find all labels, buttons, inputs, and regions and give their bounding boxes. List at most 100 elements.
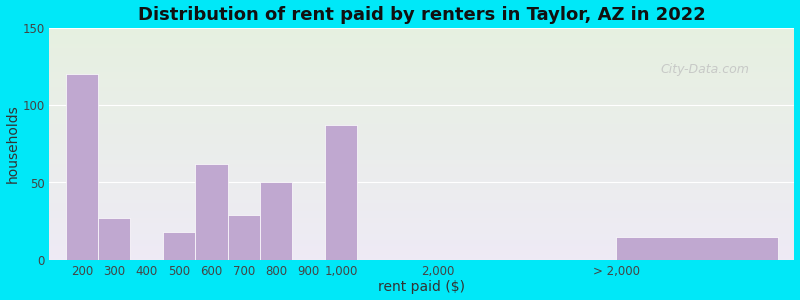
Bar <box>50 176 794 178</box>
Bar <box>50 42 794 44</box>
Bar <box>50 35 794 37</box>
Bar <box>325 125 357 260</box>
Bar <box>50 253 794 255</box>
Bar <box>50 128 794 130</box>
Bar <box>50 151 794 153</box>
Bar <box>50 109 794 111</box>
Bar <box>50 225 794 227</box>
Bar <box>50 76 794 79</box>
Bar <box>50 114 794 116</box>
Bar <box>50 51 794 53</box>
Bar <box>50 135 794 137</box>
Bar <box>50 104 794 107</box>
Bar <box>50 60 794 63</box>
Bar <box>50 65 794 67</box>
Bar <box>98 218 130 260</box>
Bar <box>50 193 794 195</box>
Bar <box>50 79 794 81</box>
Bar <box>50 174 794 176</box>
Bar <box>50 255 794 257</box>
Bar <box>50 181 794 183</box>
Bar <box>50 28 794 30</box>
Bar <box>50 37 794 40</box>
Bar <box>260 182 292 260</box>
Bar <box>50 30 794 32</box>
Bar <box>50 91 794 93</box>
Bar <box>50 63 794 65</box>
Bar <box>50 72 794 74</box>
Bar <box>50 216 794 218</box>
Bar <box>50 202 794 204</box>
Bar <box>50 153 794 155</box>
Bar <box>50 178 794 181</box>
Bar <box>50 142 794 144</box>
Bar <box>50 169 794 172</box>
Bar <box>50 213 794 216</box>
Bar <box>195 164 227 260</box>
Bar <box>50 220 794 223</box>
Bar <box>50 100 794 102</box>
Bar <box>66 74 98 260</box>
Y-axis label: households: households <box>6 104 19 183</box>
Bar <box>50 237 794 239</box>
Bar <box>227 215 260 260</box>
Bar <box>50 165 794 167</box>
Bar <box>50 227 794 230</box>
Bar <box>50 93 794 95</box>
Bar <box>50 70 794 72</box>
Bar <box>50 241 794 244</box>
Bar <box>50 111 794 114</box>
Bar <box>50 195 794 197</box>
Bar <box>50 146 794 148</box>
Bar <box>50 158 794 160</box>
Bar <box>50 257 794 260</box>
Bar <box>50 116 794 118</box>
Bar <box>50 218 794 220</box>
Bar <box>50 88 794 91</box>
Bar <box>50 40 794 42</box>
Bar <box>163 232 195 260</box>
Bar <box>50 183 794 186</box>
Bar <box>50 130 794 132</box>
Bar <box>50 32 794 35</box>
Bar <box>50 81 794 83</box>
Bar <box>50 74 794 77</box>
Bar <box>50 118 794 121</box>
Bar <box>50 49 794 51</box>
Bar <box>50 248 794 250</box>
Bar <box>50 107 794 109</box>
Bar <box>50 246 794 248</box>
Bar <box>50 132 794 135</box>
Bar <box>50 209 794 211</box>
Bar <box>50 162 794 165</box>
Bar <box>50 250 794 253</box>
Bar <box>50 58 794 60</box>
Bar <box>50 148 794 151</box>
Bar <box>50 186 794 188</box>
Bar <box>50 230 794 232</box>
Bar <box>50 144 794 146</box>
Bar <box>50 190 794 193</box>
Bar <box>50 121 794 123</box>
Bar <box>616 237 778 260</box>
Bar <box>50 155 794 158</box>
Bar <box>50 46 794 49</box>
Bar <box>50 223 794 225</box>
Bar <box>50 53 794 56</box>
Bar <box>50 167 794 170</box>
X-axis label: rent paid ($): rent paid ($) <box>378 280 466 294</box>
Bar <box>50 67 794 70</box>
Text: City-Data.com: City-Data.com <box>660 63 750 76</box>
Bar <box>50 204 794 206</box>
Bar <box>50 160 794 162</box>
Bar <box>50 244 794 246</box>
Bar <box>50 44 794 46</box>
Bar <box>50 200 794 202</box>
Bar <box>50 123 794 125</box>
Title: Distribution of rent paid by renters in Taylor, AZ in 2022: Distribution of rent paid by renters in … <box>138 6 706 24</box>
Bar <box>50 98 794 100</box>
Bar <box>50 56 794 58</box>
Bar <box>50 232 794 234</box>
Bar <box>50 125 794 128</box>
Bar <box>50 188 794 190</box>
